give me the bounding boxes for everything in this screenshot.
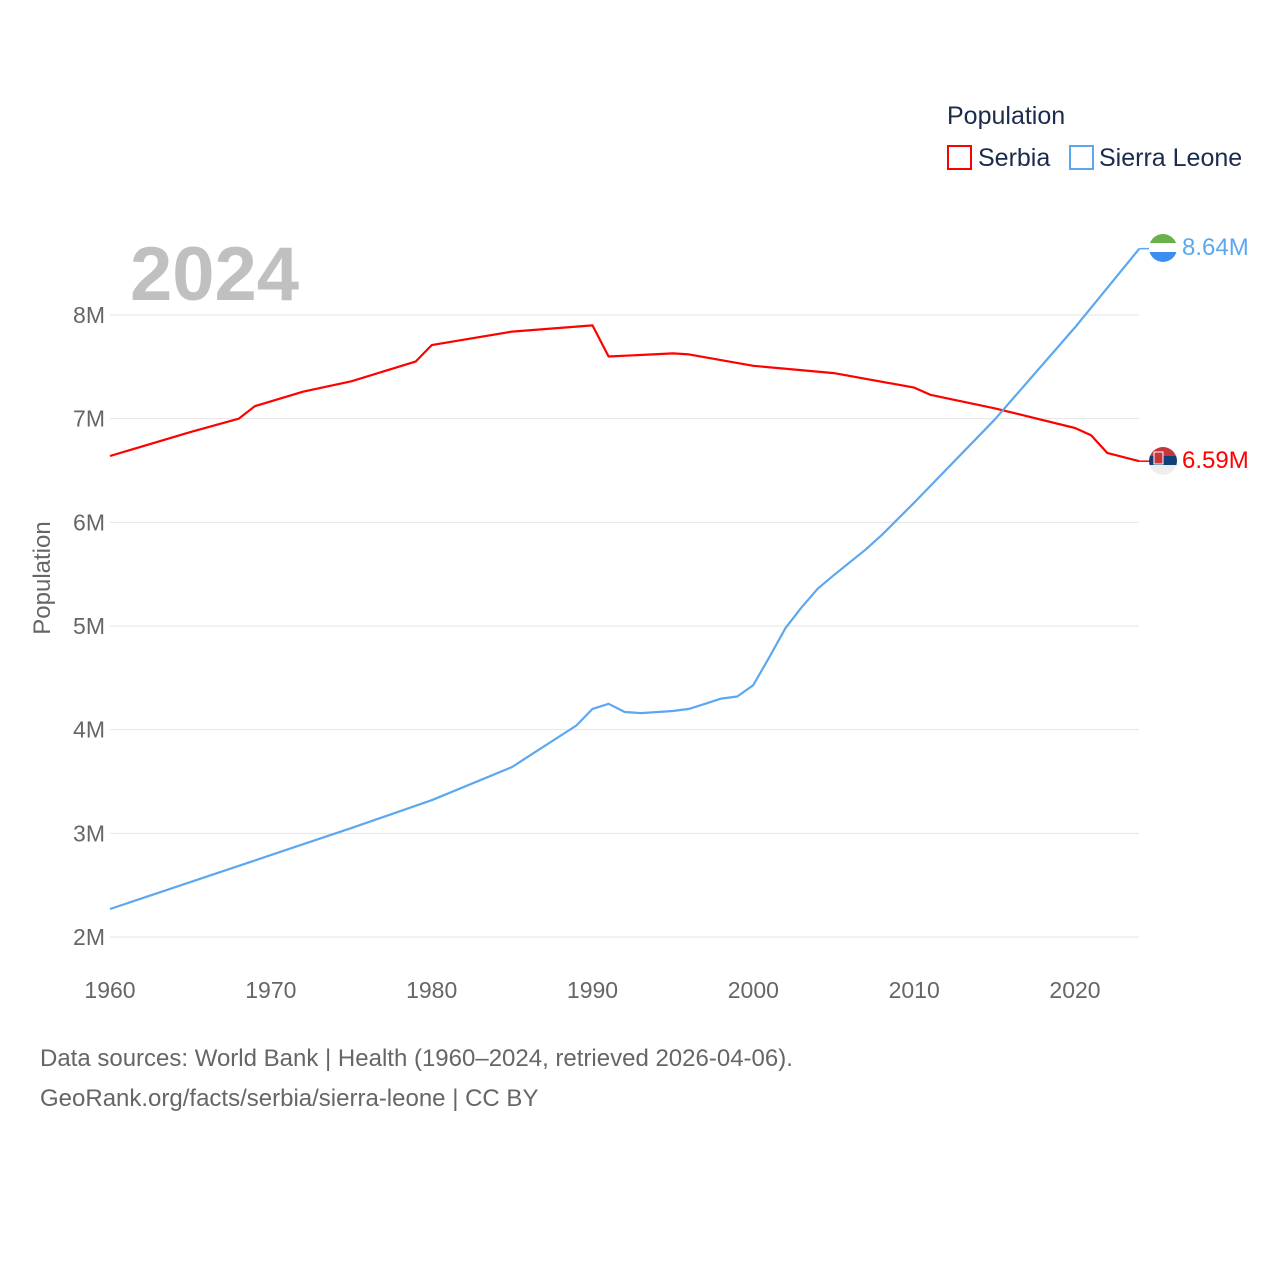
y-tick-label: 7M: [73, 406, 105, 432]
legend-item-sierra-leone[interactable]: Sierra Leone: [1069, 144, 1242, 172]
serbia-flag-icon: [1149, 447, 1177, 475]
year-label: 2024: [130, 232, 299, 317]
footer-link[interactable]: GeoRank.org/facts/serbia/sierra-leone | …: [40, 1085, 539, 1112]
y-tick-label: 4M: [73, 717, 105, 743]
y-tick-label: 2M: [73, 924, 105, 950]
legend-title: Population: [947, 102, 1065, 130]
legend-label: Serbia: [978, 144, 1050, 172]
y-tick-label: 3M: [73, 820, 105, 846]
sierra-leone-end-label: 8.64M: [1182, 234, 1249, 261]
y-axis-label: Population: [29, 521, 56, 634]
legend-label: Sierra Leone: [1099, 144, 1242, 172]
footer-source: Data sources: World Bank | Health (1960–…: [40, 1045, 793, 1072]
x-tick-label: 2010: [889, 977, 940, 1003]
legend-swatch: [1069, 145, 1094, 170]
legend-item-serbia[interactable]: Serbia: [947, 144, 1050, 172]
y-tick-label: 8M: [73, 302, 105, 328]
x-tick-label: 1970: [245, 977, 296, 1003]
series-line-sierra-leone: [109, 248, 1141, 911]
legend-swatch: [947, 145, 972, 170]
series-line-serbia: [109, 324, 1140, 463]
x-tick-label: 2020: [1049, 977, 1100, 1003]
x-tick-label: 2000: [728, 977, 779, 1003]
x-tick-label: 1990: [567, 977, 618, 1003]
x-tick-label: 1960: [84, 977, 135, 1003]
serbia-end-label: 6.59M: [1182, 447, 1249, 474]
x-tick-label: 1980: [406, 977, 457, 1003]
sierra-leone-flag-icon: [1149, 234, 1177, 262]
y-tick-label: 5M: [73, 613, 105, 639]
y-tick-label: 6M: [73, 509, 105, 535]
